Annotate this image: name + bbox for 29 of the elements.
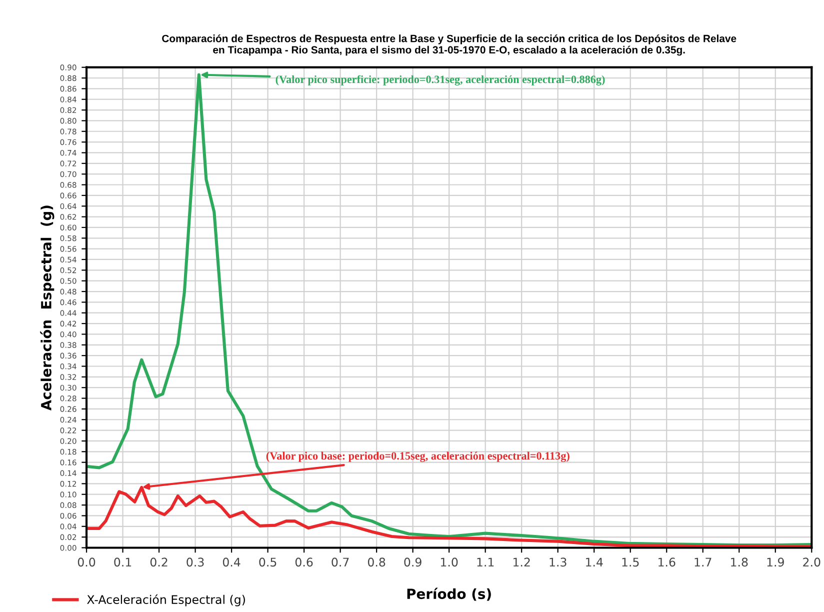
legend-label: X-Aceleración Espectral (g): [87, 594, 245, 606]
x-tick-label: 0.3: [186, 558, 204, 567]
x-tick-label: 0.9: [404, 558, 422, 567]
line-series: [88, 73, 812, 547]
x-tick-label: 1.2: [514, 558, 530, 566]
x-tick-label: 0.2: [150, 558, 168, 567]
x-tick-label: 0.6: [295, 558, 313, 567]
x-tick-label: 0.7: [332, 558, 349, 567]
x-tick-label: 0.5: [259, 558, 276, 567]
x-tick-label: 0.4: [222, 558, 240, 567]
x-tick-label: 1.8: [731, 558, 748, 567]
x-tick-label: 0.1: [114, 558, 132, 567]
x-tick-label: 1.7: [694, 558, 712, 566]
x-tick-label: 1.4: [586, 558, 603, 566]
x-tick-label: 1.0: [440, 558, 458, 567]
annotation: (Valor pico superficie: periodo=0.31seg, aceleración espectral=0.886g): [276, 75, 605, 86]
x-tick-label: 2.0: [803, 558, 820, 567]
x-tick-label: 0.8: [368, 558, 386, 567]
chart-title: Comparación de Espectros de Respuesta entre la Base y Superficie de la sección critica de los Depósitos de Relave en Ticapampa - Rio Santa, para el sismo del 31-05-1970 E-O, escalado a la aceleración de 0.35g.: [162, 34, 736, 56]
x-tick-label: 0.0: [78, 558, 96, 567]
x-tick-label: 1.6: [658, 558, 676, 567]
line-series: [88, 486, 812, 548]
x-tick-label: 1.1: [477, 558, 494, 566]
y-axis-title: Aceleración Espectral (g): [40, 206, 54, 411]
annotation: (Valor pico base: periodo=0.15seg, aceleración espectral=0.113g): [266, 452, 570, 462]
x-axis-title: Período (s): [407, 588, 491, 601]
x-tick-label: 1.5: [622, 558, 639, 567]
x-tick-label: 1.9: [767, 558, 784, 567]
x-tick-label: 1.3: [550, 558, 566, 567]
